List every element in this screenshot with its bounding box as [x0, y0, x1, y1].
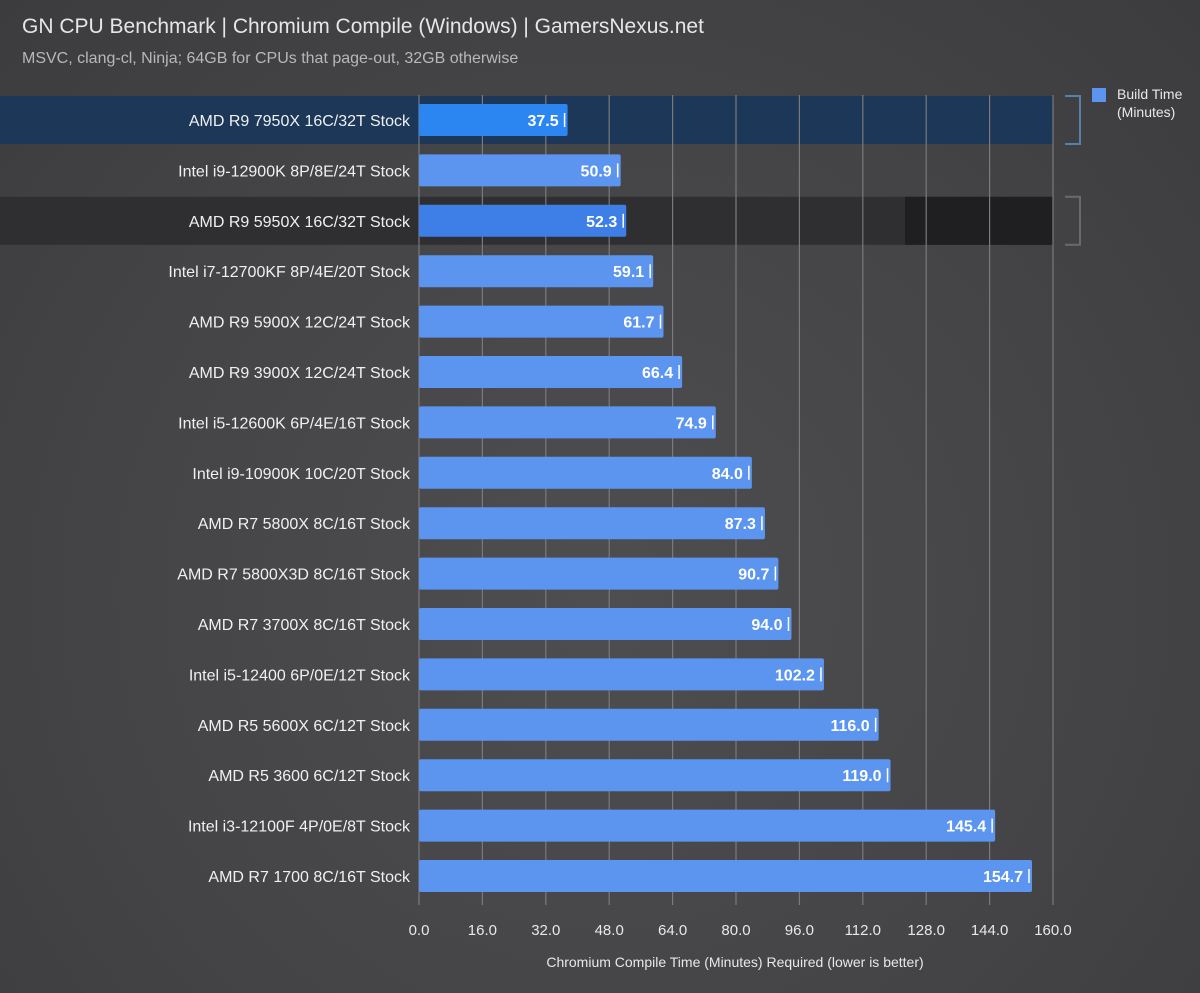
chart-subtitle: MSVC, clang-cl, Ninja; 64GB for CPUs tha…	[22, 50, 519, 67]
category-label: Intel i9-12900K 8P/8E/24T Stock	[178, 163, 411, 180]
bars-layer: AMD R9 7950X 16C/32T Stock 37.5 Intel i9-1…	[168, 104, 1032, 892]
category-label: AMD R7 3700X 8C/16T Stock	[198, 617, 411, 634]
x-tick-label: 32.0	[531, 922, 560, 939]
highlight-row-dark-tail	[905, 196, 1053, 245]
x-tick-label: 144.0	[971, 922, 1009, 939]
category-label: Intel i7-12700KF 8P/4E/20T Stock	[168, 264, 411, 281]
value-label: 66.4	[642, 365, 673, 382]
category-label: Intel i5-12600K 6P/4E/16T Stock	[178, 415, 411, 432]
x-tick-label: 16.0	[468, 922, 497, 939]
bar	[419, 759, 891, 792]
category-label: Intel i5-12400 6P/0E/12T Stock	[189, 667, 411, 684]
value-label: 90.7	[738, 567, 769, 584]
x-tick-label: 96.0	[785, 922, 814, 939]
value-label: 87.3	[725, 516, 756, 533]
category-label: AMD R9 5900X 12C/24T Stock	[189, 315, 411, 332]
category-label: AMD R5 5600X 6C/12T Stock	[198, 718, 411, 735]
x-tick-label: 0.0	[409, 922, 430, 939]
category-label: AMD R7 5800X 8C/16T Stock	[198, 516, 411, 533]
bar	[419, 406, 716, 439]
x-axis-title: Chromium Compile Time (Minutes) Required…	[546, 954, 923, 970]
bar	[419, 204, 627, 237]
value-label: 50.9	[581, 163, 612, 180]
bar	[419, 255, 654, 288]
value-label: 61.7	[623, 315, 654, 332]
value-label: 102.2	[775, 667, 815, 684]
bar	[419, 557, 779, 590]
value-label: 59.1	[613, 264, 644, 281]
legend-label-line1: Build Time	[1117, 86, 1183, 102]
value-label: 74.9	[676, 415, 707, 432]
highlight-row-bracket	[1065, 195, 1081, 246]
bar	[419, 356, 683, 388]
value-label: 145.4	[946, 819, 986, 836]
x-tick-label: 80.0	[721, 922, 750, 939]
x-tick-label: 64.0	[658, 922, 687, 939]
chart-title: GN CPU Benchmark | Chromium Compile (Win…	[22, 15, 704, 38]
x-tick-label: 48.0	[595, 922, 624, 939]
value-label: 84.0	[712, 466, 743, 483]
bar	[419, 305, 664, 338]
bar	[419, 456, 752, 489]
bar	[419, 154, 621, 187]
bar	[419, 658, 824, 691]
highlight-row-bracket	[1065, 95, 1081, 145]
value-label: 116.0	[830, 718, 869, 735]
value-label: 37.5	[527, 113, 558, 130]
category-label: AMD R7 5800X3D 8C/16T Stock	[177, 567, 411, 584]
value-label: 154.7	[983, 869, 1023, 886]
bar	[419, 608, 792, 640]
x-tick-label: 160.0	[1034, 922, 1072, 939]
category-label: AMD R9 7950X 16C/32T Stock	[189, 113, 411, 130]
category-label: Intel i3-12100F 4P/0E/8T Stock	[188, 819, 411, 836]
value-label: 52.3	[586, 214, 617, 231]
value-label: 119.0	[842, 768, 881, 785]
x-axis-layer: 0.0 16.0 32.0 48.0 64.0 80.0 96.0 112.0 128.0 144…	[409, 922, 1072, 939]
value-label: 94.0	[751, 617, 782, 634]
category-label: AMD R7 1700 8C/16T Stock	[208, 869, 411, 886]
category-label: AMD R9 3900X 12C/24T Stock	[189, 365, 411, 382]
legend: Build Time (Minutes)	[1092, 86, 1183, 120]
x-tick-label: 112.0	[845, 922, 881, 939]
x-tick-label: 128.0	[907, 922, 945, 939]
legend-label-line2: (Minutes)	[1117, 104, 1175, 120]
bar	[419, 507, 765, 540]
legend-swatch	[1092, 88, 1106, 102]
bar	[419, 809, 996, 842]
bar	[419, 708, 879, 741]
category-label: AMD R5 3600 6C/12T Stock	[208, 768, 411, 785]
category-label: AMD R9 5950X 16C/32T Stock	[189, 214, 411, 231]
category-label: Intel i9-10900K 10C/20T Stock	[192, 466, 411, 483]
bar	[419, 860, 1032, 892]
bar	[419, 104, 568, 136]
